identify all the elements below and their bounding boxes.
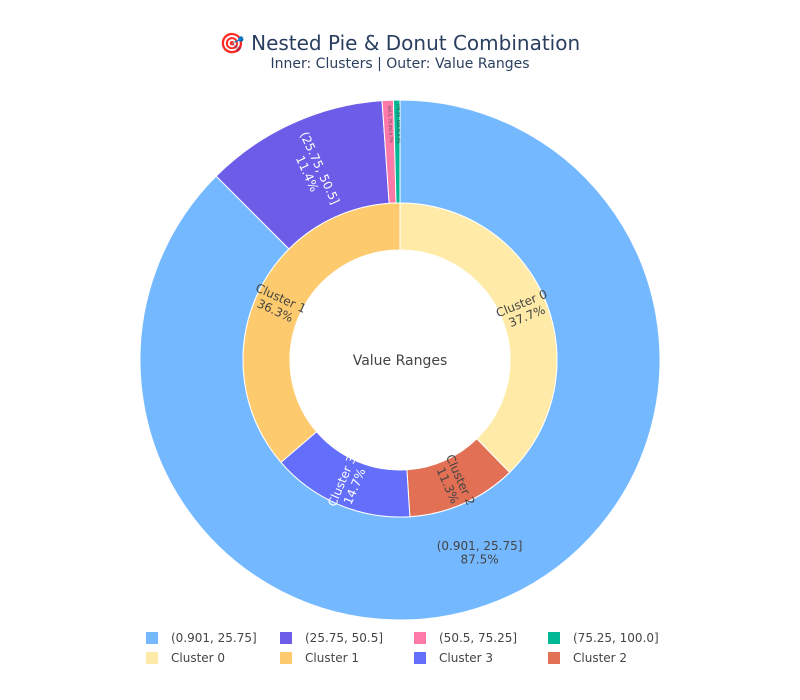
legend-swatch (414, 632, 426, 644)
inner-slice-cluster-1[interactable] (242, 202, 401, 464)
outer-ring (139, 99, 661, 621)
legend-label: Cluster 2 (573, 651, 627, 665)
chart-title: 🎯 Nested Pie & Donut Combination (220, 31, 580, 55)
legend-swatch (146, 632, 158, 644)
legend-item-cluster-3[interactable]: Cluster 3 (414, 651, 493, 665)
legend-label: Cluster 0 (171, 651, 225, 665)
legend-swatch (280, 652, 292, 664)
inner-slice-cluster-0[interactable] (399, 202, 558, 474)
inner-slice-label-cluster-2: Cluster 211.3% (430, 452, 477, 513)
legend-item-75-25-100-0[interactable]: (75.25, 100.0] (548, 631, 659, 645)
legend-label: (0.901, 25.75] (171, 631, 257, 645)
chart-subtitle: Inner: Clusters | Outer: Value Ranges (271, 56, 530, 72)
legend-item-cluster-0[interactable]: Cluster 0 (146, 651, 225, 665)
legend-item-50-5-75-25[interactable]: (50.5, 75.25] (414, 631, 517, 645)
legend-label: (50.5, 75.25] (439, 631, 517, 645)
legend-swatch (548, 652, 560, 664)
legend-swatch (414, 652, 426, 664)
inner-ring (242, 202, 558, 518)
legend: (0.901, 25.75] (25.75, 50.5] (50.5, 75.25]… (146, 631, 659, 665)
legend-label: (25.75, 50.5] (305, 631, 383, 645)
outer-slice-label-50-5-75-25: (50.5, 75.25] 0.7% (387, 105, 394, 143)
legend-label: Cluster 1 (305, 651, 359, 665)
legend-item-cluster-1[interactable]: Cluster 1 (280, 651, 359, 665)
legend-swatch (146, 652, 158, 664)
legend-item-cluster-2[interactable]: Cluster 2 (548, 651, 627, 665)
legend-swatch (548, 632, 560, 644)
outer-slice-label-0-901-25-75: (0.901, 25.75] 87.5% (437, 539, 523, 567)
legend-swatch (280, 632, 292, 644)
outer-slice-label-75-25-100-0: (75.25, 100.0] 0.4% (396, 104, 402, 144)
legend-item-25-75-50-5[interactable]: (25.75, 50.5] (280, 631, 383, 645)
center-label: Value Ranges (353, 353, 448, 369)
legend-item-0-901-25-75[interactable]: (0.901, 25.75] (146, 631, 257, 645)
legend-label: Cluster 3 (439, 651, 493, 665)
legend-label: (75.25, 100.0] (573, 631, 659, 645)
